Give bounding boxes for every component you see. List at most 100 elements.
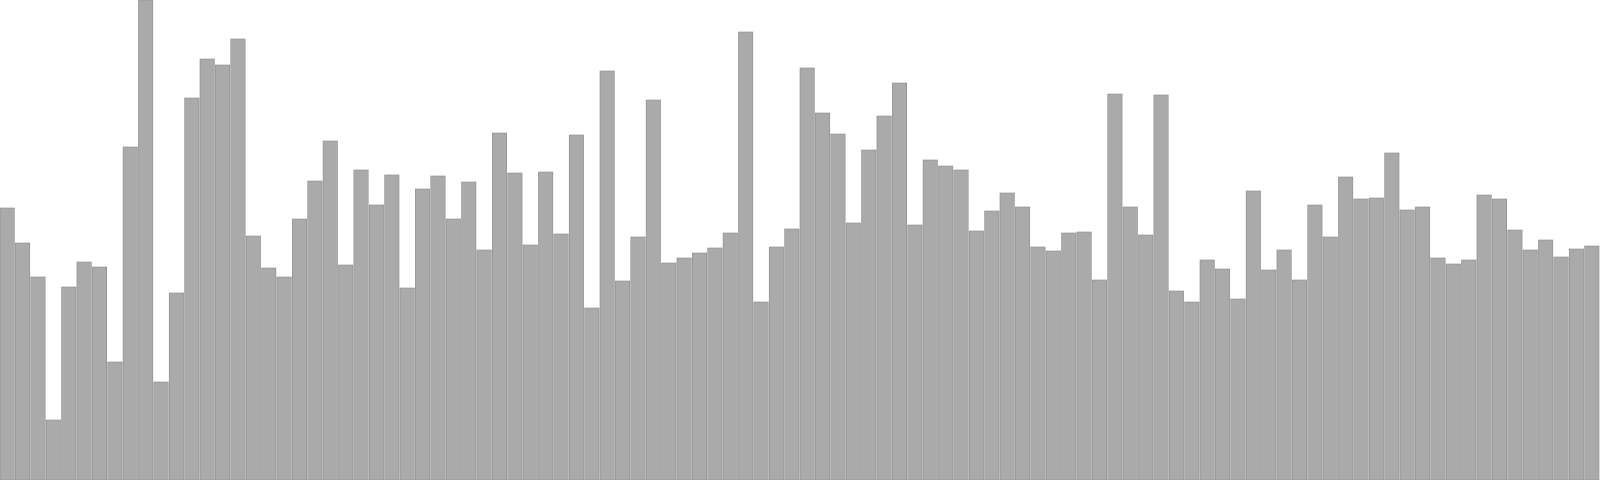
bar <box>753 301 769 480</box>
bar <box>584 307 600 480</box>
bar <box>768 246 784 480</box>
bar <box>599 70 615 480</box>
bar <box>1430 257 1446 480</box>
bar <box>1215 268 1231 480</box>
bar <box>999 192 1015 480</box>
bar <box>45 419 61 480</box>
bar <box>107 361 123 480</box>
bar <box>1230 298 1246 480</box>
bar <box>399 287 415 480</box>
bar <box>722 232 738 480</box>
bar <box>1245 190 1261 480</box>
bar <box>1261 269 1277 480</box>
bar <box>938 165 954 480</box>
bar <box>507 172 523 480</box>
bar <box>15 242 31 480</box>
bar <box>215 64 231 480</box>
bar <box>184 97 200 480</box>
bar <box>76 261 92 480</box>
bar <box>476 249 492 480</box>
bar <box>522 244 538 480</box>
bar <box>645 99 661 480</box>
bar <box>799 67 815 480</box>
bar <box>322 140 338 480</box>
bar <box>1199 259 1215 480</box>
bar <box>307 180 323 480</box>
bar <box>0 207 15 480</box>
bar <box>984 210 1000 480</box>
bar <box>1445 263 1461 480</box>
bar <box>676 257 692 480</box>
bar <box>1030 246 1046 480</box>
bar <box>1553 256 1569 480</box>
bar <box>1061 232 1077 480</box>
bar <box>1092 279 1107 480</box>
bar <box>61 286 77 480</box>
bar <box>1492 198 1507 480</box>
bar <box>353 169 369 480</box>
bar <box>122 146 138 480</box>
bar <box>168 292 184 480</box>
bar <box>953 169 969 480</box>
bar <box>1045 250 1061 480</box>
bar <box>707 247 723 480</box>
bar <box>738 31 754 480</box>
bar <box>492 132 507 480</box>
bar <box>153 381 169 480</box>
bar <box>1476 194 1492 480</box>
bar <box>1368 197 1384 480</box>
bar <box>1153 94 1169 480</box>
bar <box>1168 290 1184 480</box>
bar <box>1353 198 1369 480</box>
bar <box>338 264 354 480</box>
bar <box>661 262 677 480</box>
bar <box>845 222 861 480</box>
bar <box>1384 152 1400 480</box>
bar <box>368 204 384 480</box>
bar <box>630 236 646 480</box>
bar <box>1399 209 1415 480</box>
bar <box>415 188 431 480</box>
bar <box>553 233 569 480</box>
bar <box>861 149 877 480</box>
bar <box>30 276 46 480</box>
bar <box>830 133 846 480</box>
bar <box>461 181 477 480</box>
bar <box>1292 279 1307 480</box>
bar <box>138 0 154 480</box>
bar <box>1568 248 1584 480</box>
bar <box>1184 301 1200 480</box>
bar <box>1584 245 1600 480</box>
bar <box>1076 231 1092 480</box>
bar <box>276 276 292 480</box>
bar <box>430 175 446 480</box>
bar <box>615 280 631 480</box>
bar <box>784 228 800 480</box>
bar <box>922 159 938 480</box>
bar <box>876 115 892 480</box>
bar <box>568 134 584 480</box>
bar <box>907 224 923 480</box>
bar <box>1107 93 1123 480</box>
bar <box>538 171 554 480</box>
bar <box>445 218 461 480</box>
bar <box>1122 206 1138 480</box>
bar <box>292 218 307 480</box>
bar <box>1415 206 1431 480</box>
bar <box>384 174 400 480</box>
bar <box>1461 259 1477 480</box>
bar <box>261 267 277 480</box>
bar <box>1522 249 1538 480</box>
bar <box>230 38 246 480</box>
bar <box>199 58 215 480</box>
bar <box>1307 204 1323 480</box>
bar <box>892 82 907 480</box>
bar <box>92 266 107 480</box>
bar <box>1276 249 1292 480</box>
bar <box>1507 229 1523 480</box>
bar <box>1015 206 1031 480</box>
bar <box>245 235 261 480</box>
bar <box>1538 239 1554 480</box>
